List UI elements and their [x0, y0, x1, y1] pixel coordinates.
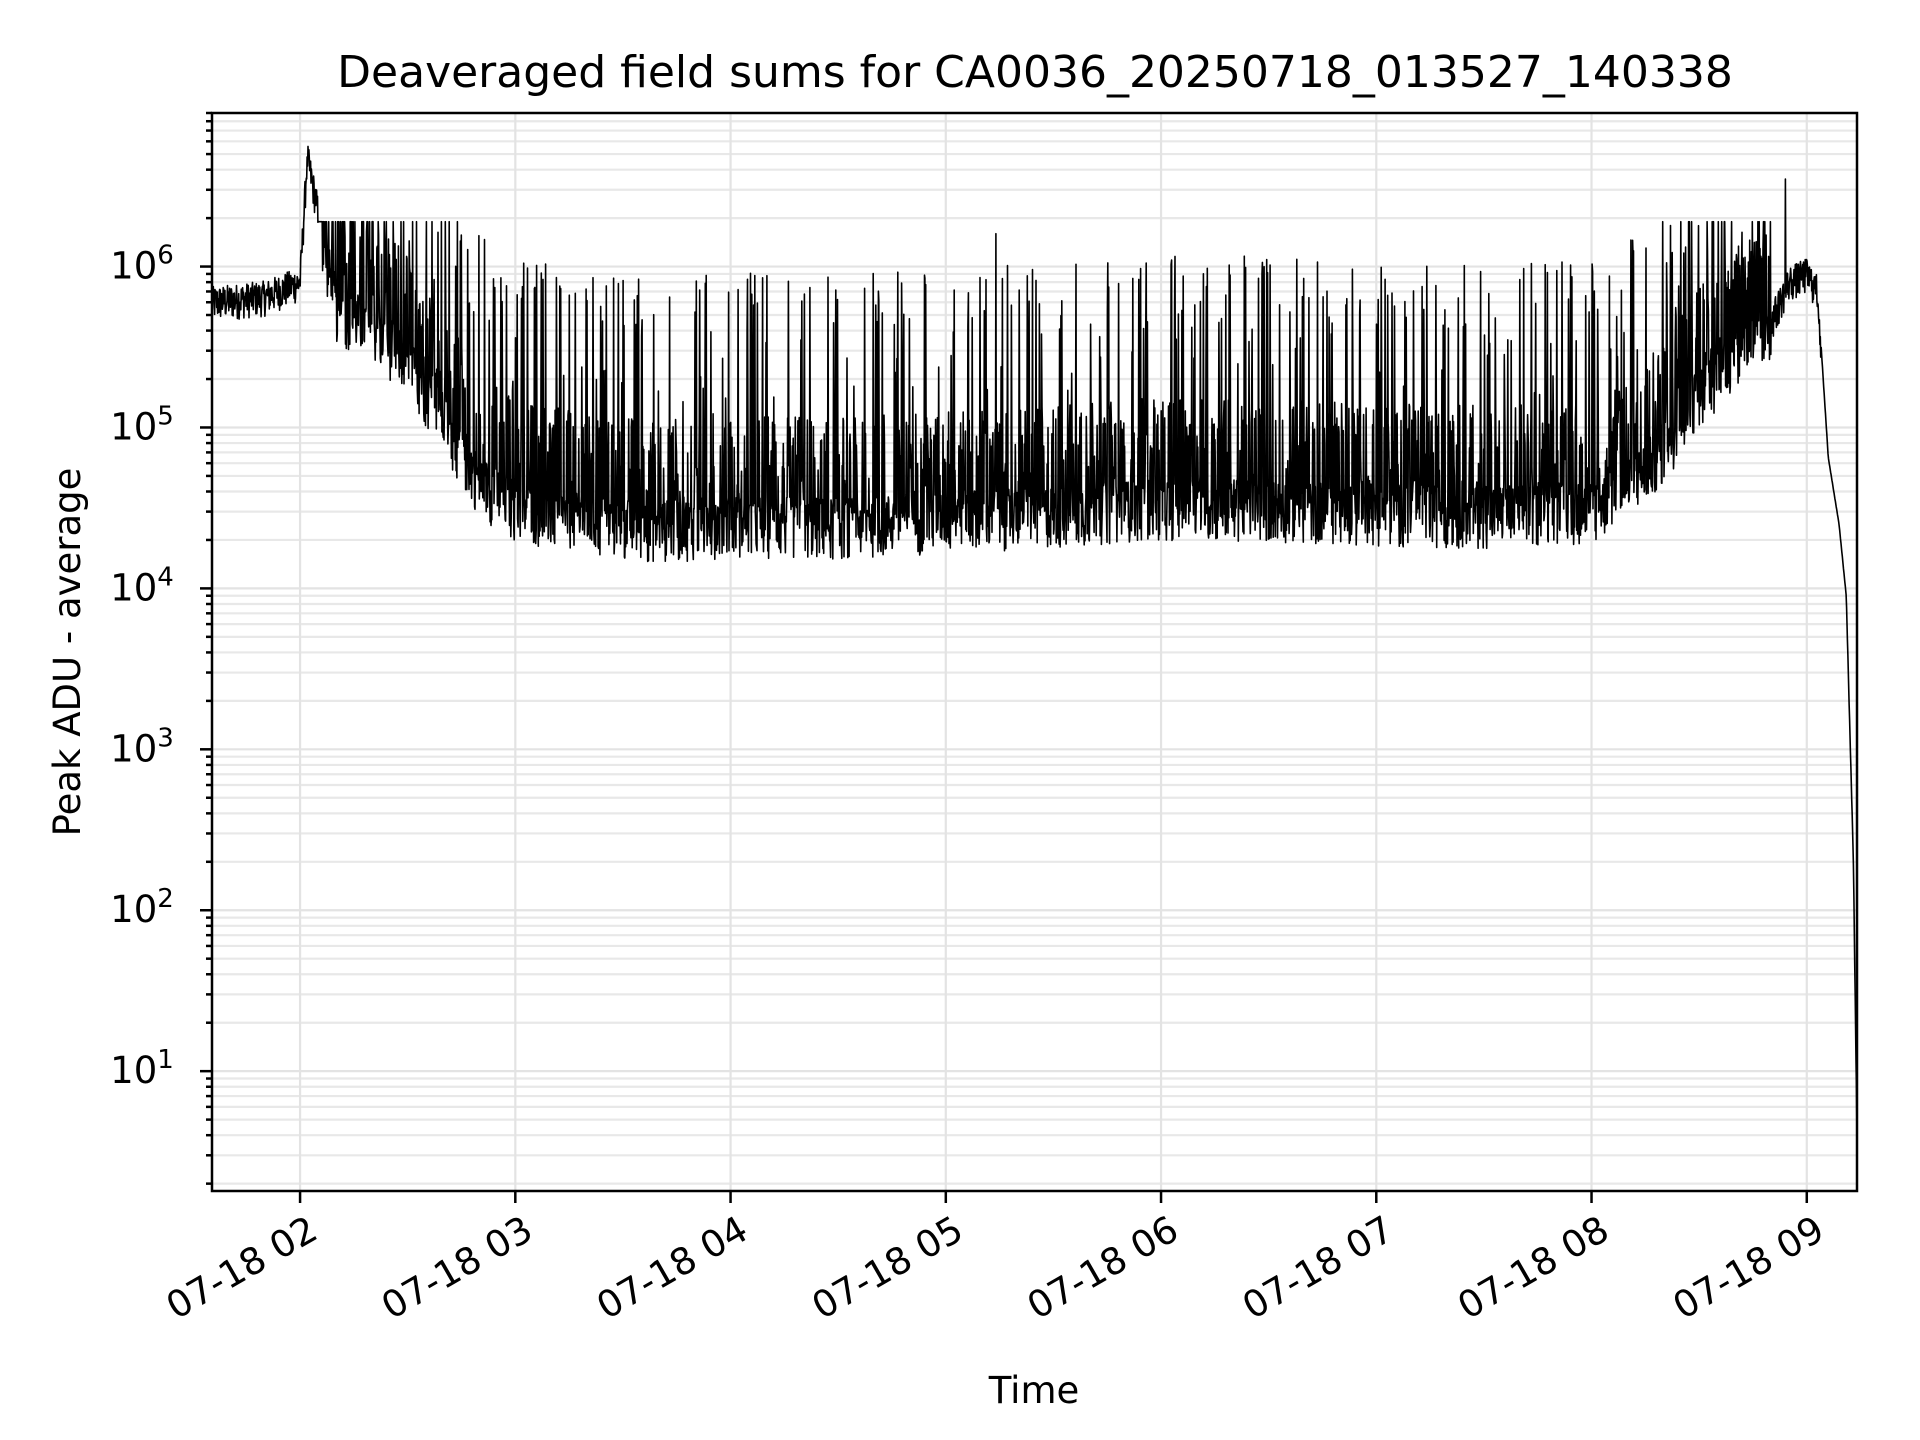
y-tick-label: 106 — [110, 241, 174, 288]
x-tick-label: 07-18 07 — [1235, 1208, 1401, 1328]
x-tick-label: 07-18 08 — [1450, 1208, 1616, 1328]
gridlines — [212, 111, 1857, 1191]
chart-title: Deaveraged field sums for CA0036_2025071… — [337, 47, 1733, 98]
y-axis-label: Peak ADU - average — [46, 468, 89, 837]
y-tick-label: 101 — [110, 1045, 174, 1092]
plot-area — [211, 145, 1858, 1128]
x-tick-label: 07-18 06 — [1020, 1208, 1186, 1328]
series-line — [211, 145, 1858, 1128]
x-axis: 07-18 02 07-18 03 07-18 04 07-18 05 07-18 06… — [159, 1191, 1831, 1328]
y-tick-label: 105 — [110, 401, 174, 448]
y-tick-label: 102 — [110, 884, 174, 931]
x-tick-label: 07-18 05 — [805, 1208, 971, 1328]
y-tick-label: 103 — [110, 723, 174, 770]
y-axis: 101 102 103 104 105 106 — [110, 111, 212, 1185]
y-tick-label: 104 — [110, 562, 174, 609]
x-tick-label: 07-18 09 — [1666, 1208, 1832, 1328]
x-tick-label: 07-18 03 — [374, 1208, 540, 1328]
x-tick-label: 07-18 04 — [589, 1208, 755, 1328]
x-tick-label: 07-18 02 — [159, 1208, 325, 1328]
x-axis-label: Time — [988, 1369, 1080, 1412]
